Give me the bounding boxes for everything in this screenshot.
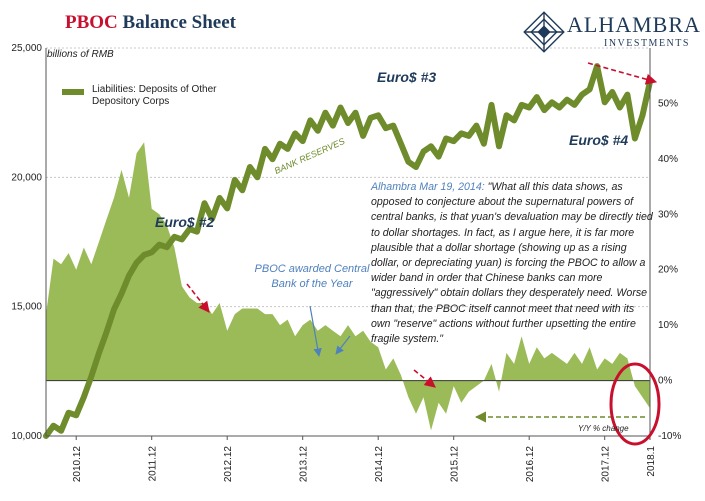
y2-tick-label: 50%: [658, 98, 678, 109]
y2-tick-label: 10%: [658, 320, 678, 331]
y2-tick-label: 20%: [658, 265, 678, 276]
yoy-area-series: [46, 142, 650, 431]
x-tick-label: 2013.12: [299, 446, 310, 483]
alhambra-logo-icon: [523, 11, 565, 53]
yoy-area: [46, 142, 650, 431]
y2-tick-label: 0%: [658, 376, 673, 387]
y2-tick-label: 30%: [658, 209, 678, 220]
quote-text: "What all this data shows, as opposed to…: [371, 181, 653, 346]
x-tick-label: 2012.12: [223, 446, 234, 483]
yoy-change-label: Y/Y % change: [578, 424, 629, 433]
deposits-line: [43, 63, 653, 439]
annotation-marks: [186, 62, 661, 446]
x-tick-label: 2018.1: [646, 446, 657, 477]
arrow-euro2-decline: [186, 283, 210, 313]
y-tick-label: 15,000: [11, 302, 42, 313]
title-rest: Balance Sheet: [117, 12, 236, 33]
y-axis-units: billions of RMB: [47, 49, 114, 60]
euro3-label: Euro$ #3: [377, 69, 437, 85]
arrow-pboc-award-2: [335, 335, 351, 355]
arrow-2017-decline: [587, 62, 658, 85]
x-tick-label: 2017.12: [601, 446, 612, 483]
y-tick-label: 25,000: [11, 43, 42, 54]
legend-swatch: [62, 89, 84, 95]
x-tick-label: 2010.12: [72, 446, 83, 483]
y-tick-label: 10,000: [11, 431, 42, 442]
quote-annotation: Alhambra Mar 19, 2014: "What all this da…: [371, 180, 655, 347]
x-tick-label: 2016.12: [525, 446, 536, 483]
euro2-label: Euro$ #2: [155, 214, 215, 230]
x-tick-label: 2011.12: [148, 446, 159, 482]
arrow-pboc-award-1: [309, 305, 322, 357]
legend-label: Liabilities: Deposits of Other Depositor…: [92, 84, 217, 107]
pboc-award-label: PBOC awarded Central Bank of the Year: [254, 263, 370, 290]
euro4-label: Euro$ #4: [569, 132, 629, 148]
title-accent: PBOC: [65, 12, 118, 33]
y2-tick-label: -10%: [658, 431, 681, 442]
highlight-circle: [609, 362, 661, 446]
y2-tick-label: 40%: [658, 154, 678, 165]
y-tick-label: 20,000: [11, 172, 42, 183]
brand-name: ALHAMBRA: [567, 12, 701, 37]
arrow-2015-decline: [413, 369, 436, 388]
deposits-line-series: [43, 63, 653, 439]
brand-sub: INVESTMENTS: [604, 38, 690, 49]
chart-title: PBOC Balance Sheet: [65, 12, 236, 34]
tick-labels: 10,000 15,000 20,000 25,000 -10% 0% 10% 20% 30% 4…: [11, 43, 681, 482]
quote-source: Alhambra Mar 19, 2014:: [371, 181, 485, 193]
x-tick-label: 2015.12: [450, 446, 461, 483]
x-tick-label: 2014.12: [374, 446, 385, 483]
